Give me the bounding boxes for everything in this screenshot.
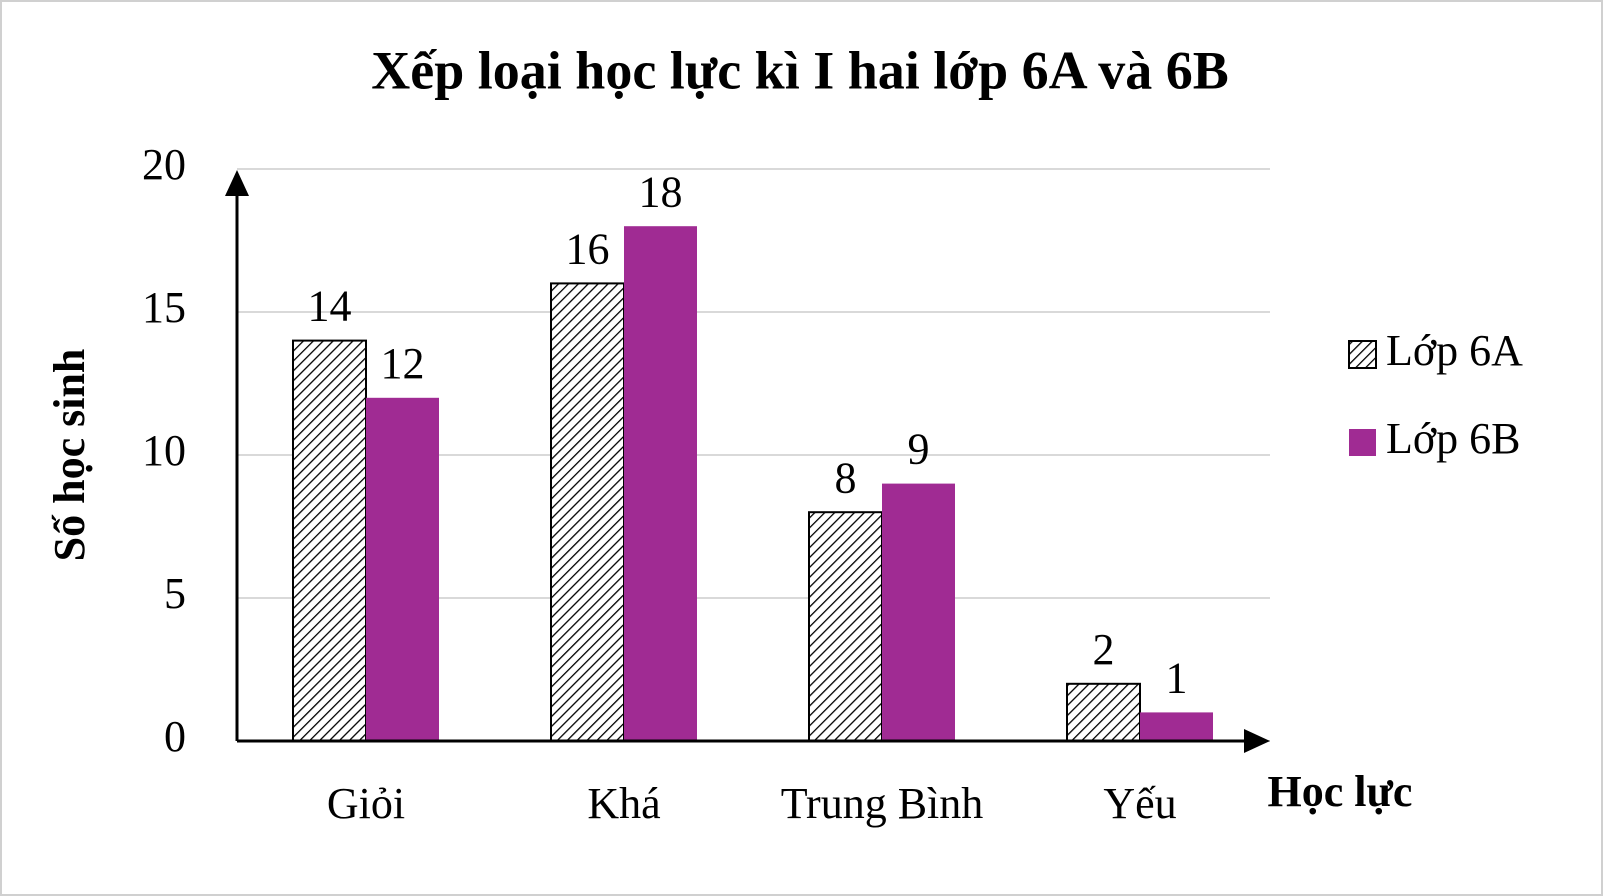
y-tick-label: 15: [142, 283, 186, 332]
x-tick-label: Khá: [587, 779, 660, 828]
bar: [550, 282, 625, 742]
data-label: 18: [639, 167, 683, 216]
bar: [366, 397, 439, 741]
legend-label: Lớp 6A: [1386, 326, 1523, 375]
data-label: 2: [1093, 625, 1115, 674]
bar: [1066, 682, 1141, 742]
bar: [292, 339, 367, 742]
legend-label: Lớp 6B: [1386, 414, 1521, 463]
data-label: 12: [381, 339, 425, 388]
marks: [292, 226, 1213, 743]
data-label: 16: [566, 224, 610, 273]
y-tick-label: 20: [142, 140, 186, 189]
bar: [1140, 712, 1213, 741]
y-tick-label: 10: [142, 426, 186, 475]
data-label: 1: [1166, 653, 1188, 702]
data-label: 14: [308, 282, 352, 331]
x-tick-label: Yếu: [1103, 779, 1176, 828]
data-label: 8: [835, 453, 857, 502]
chart-title: Xếp loại học lực kì I hai lớp 6A và 6B: [371, 40, 1228, 100]
bar: [882, 483, 955, 741]
y-tick-label: 0: [164, 712, 186, 761]
x-axis-arrow: [1244, 729, 1270, 753]
x-tick-label: Giỏi: [327, 779, 405, 828]
legend-swatch: [1349, 429, 1376, 456]
y-tick-label: 5: [164, 569, 186, 618]
bar: [808, 511, 883, 743]
y-axis-arrow: [225, 170, 249, 196]
x-axis-title: Học lực: [1268, 767, 1413, 816]
x-tick-label: Trung Bình: [781, 779, 984, 828]
bar: [624, 226, 697, 741]
data-label: 9: [908, 425, 930, 474]
y-axis-title: Số học sinh: [45, 349, 94, 562]
legend-swatch: [1348, 340, 1377, 369]
axes: [225, 170, 1270, 753]
